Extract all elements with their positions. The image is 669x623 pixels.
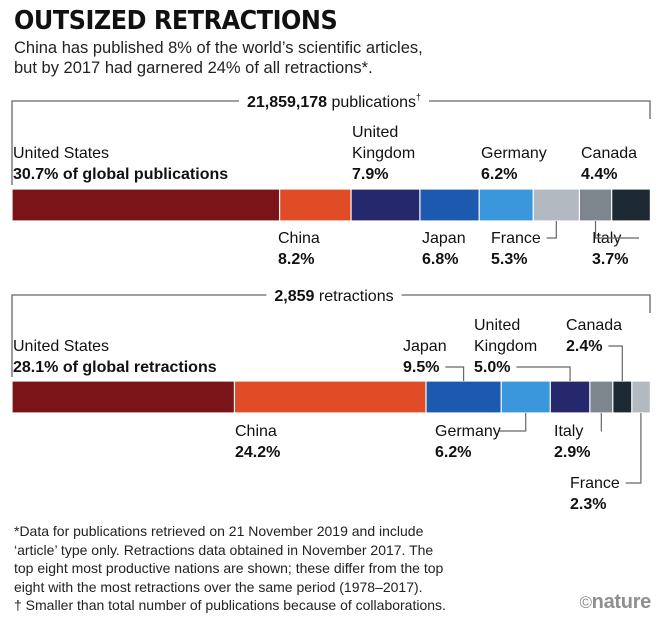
value-1-germany: 6.2% [481,166,517,183]
bar-1-united-states [11,188,281,222]
chart-subtitle-line-2: but by 2017 had garnered 24% of all retr… [14,59,373,77]
bar-1-united-kingdom [350,188,421,222]
leader-2-canada [608,345,623,381]
nature-logo-text: nature [591,591,652,613]
stacked-bar-charts: 21,859,178 publications† United States 30.… [11,91,652,513]
label-2-italy: Italy [554,423,583,440]
bar-2-united-kingdom [549,380,591,414]
label-1-germany: Germany [481,145,547,162]
label-1-japan: Japan [422,230,466,247]
bar-1-japan [419,188,481,222]
bar-2-china [233,380,427,414]
label-2-china: China [235,423,277,440]
value-1-france: 5.3% [491,251,527,268]
value-2-japan: 9.5% [403,359,439,376]
footnote-line-5: † Smaller than total number of publicati… [14,597,446,613]
bar-2-canada [612,380,633,414]
label-2-japan: Japan [403,338,447,355]
bar-2-italy [589,380,614,414]
total-label-bg-1 [238,91,430,111]
label-2-canada: Canada [566,317,622,334]
bar-2-germany [500,380,552,414]
label-1-united-kingdom-line2: Kingdom [352,145,415,162]
label-2-united-states: United States [13,338,109,355]
total-label-1: 21,859,178 publications† [247,92,421,111]
bar-1-france [532,188,581,222]
bar-1-china [278,188,353,222]
label-2-france: France [570,475,620,492]
bar-2-united-states [11,380,236,414]
total-mark-1: † [416,92,421,102]
bar-2-france [631,380,652,414]
leader-2-france [625,413,642,484]
value-2-united-kingdom: 5.0% [474,359,510,376]
copyright-symbol: © [579,593,592,612]
label-1-china: China [278,230,320,247]
value-2-united-states: 28.1% of global retractions [13,359,217,376]
leader-2-united-kingdom [516,366,571,381]
leader-1-italy [594,221,639,239]
label-1-canada: Canada [581,145,637,162]
chart-subtitle-line-1: China has published 8% of the world’s sc… [14,39,423,57]
value-1-china: 8.2% [278,251,314,268]
footnote-line-4: eight with the most retractions over the… [14,578,423,595]
total-label-2: 2,859 retractions [274,288,393,305]
value-1-japan: 6.8% [422,251,458,268]
label-1-united-kingdom-line1: United [352,124,398,141]
value-1-canada: 4.4% [581,166,617,183]
label-1-united-states: United States [13,145,109,162]
value-2-canada: 2.4% [566,338,602,355]
bar-1-italy [578,188,613,222]
value-1-united-states: 30.7% of global publications [13,166,228,183]
footnote-line-2: ‘article’ type only. Retractions data ob… [14,541,434,558]
nature-logo: ©nature [579,591,651,614]
label-2-united-kingdom-line1: United [474,317,520,334]
bar-2-japan [425,380,503,414]
leader-1-france [546,221,557,239]
total-value-1: 21,859,178 [247,94,327,111]
leader-2-germany [499,413,527,432]
footnote-line-1: *Data for publications retrieved on 21 N… [14,523,424,539]
bar-1-germany [478,188,535,222]
chart-title: OUTSIZED RETRACTIONS [14,6,338,36]
value-2-italy: 2.9% [554,444,590,461]
value-1-italy: 3.7% [592,251,628,268]
value-2-china: 24.2% [235,444,280,461]
value-2-france: 2.3% [570,496,606,513]
label-2-united-kingdom-line2: Kingdom [474,338,537,355]
leader-2-japan [445,366,465,381]
label-2-germany: Germany [435,423,501,440]
bar-1-canada [611,188,651,222]
value-2-germany: 6.2% [435,444,471,461]
value-1-united-kingdom: 7.9% [352,166,388,183]
total-unit-1: publications [327,94,416,111]
total-label-bg-2 [266,285,402,305]
label-1-france: France [491,230,541,247]
footnote-line-3: top eight most productive nations are sh… [14,560,444,576]
total-unit-2: retractions [314,288,393,305]
total-value-2: 2,859 [274,288,314,305]
